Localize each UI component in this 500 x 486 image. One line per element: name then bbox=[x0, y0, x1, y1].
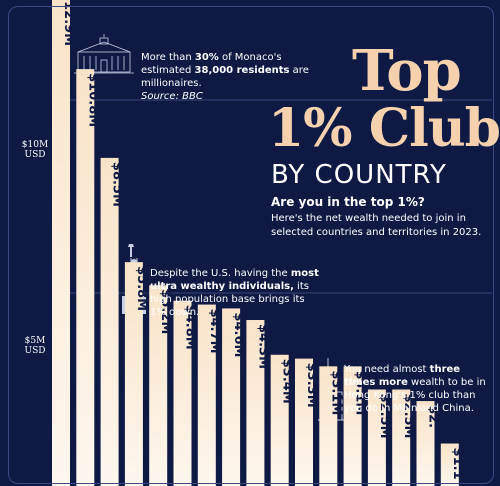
bar-value-label: $2. bbox=[426, 405, 441, 428]
y-axis-label-5m: $5M USD bbox=[20, 336, 50, 356]
note-bold: three times more bbox=[344, 364, 461, 388]
note-text: You need almost bbox=[344, 364, 430, 375]
bar bbox=[343, 366, 362, 486]
bar bbox=[440, 443, 459, 486]
subtitle: Here's the net wealth needed to join in … bbox=[271, 213, 482, 238]
title-one-percent-club: 1% Club bbox=[268, 98, 500, 159]
y-axis-label-unit: USD bbox=[24, 346, 46, 356]
note-text: are millionaires. bbox=[141, 65, 309, 89]
bar bbox=[149, 285, 168, 486]
bar bbox=[100, 157, 119, 486]
bar bbox=[222, 308, 241, 486]
bar-value-label: $5.8M bbox=[134, 266, 149, 311]
y-axis-label-unit: USD bbox=[24, 150, 46, 160]
note-bold: 30% bbox=[194, 52, 219, 63]
bar bbox=[270, 354, 289, 486]
note-text: its high population base brings its 1% d… bbox=[150, 281, 309, 318]
bar bbox=[197, 304, 216, 486]
us-annotation: Despite the U.S. having the most ultra w… bbox=[150, 267, 320, 319]
title-by-country: BY COUNTRY bbox=[271, 160, 447, 190]
note-bold: most ultra wealthy individuals, bbox=[150, 268, 319, 292]
bar-value-label: $3.3M bbox=[304, 363, 319, 408]
bar bbox=[319, 366, 338, 486]
bar-value-label: $2.5M bbox=[377, 394, 392, 439]
bar-value-label: $3.1M bbox=[353, 370, 368, 415]
bar-value-label: $2.5M bbox=[401, 394, 416, 439]
note-text: More than bbox=[141, 52, 195, 63]
y-axis-label-value: $10M bbox=[21, 140, 49, 150]
bar-value-label: $8.5M bbox=[110, 162, 125, 207]
y-axis-label-10m: $10M USD bbox=[20, 140, 50, 160]
bar bbox=[416, 401, 435, 486]
note-source: Source: BBC bbox=[141, 91, 203, 102]
bar bbox=[124, 262, 143, 486]
bar-value-label: $4.8M bbox=[183, 305, 198, 350]
note-text: Despite the U.S. having the bbox=[150, 268, 291, 279]
title-top: Top bbox=[352, 38, 462, 104]
bar-value-label: $4.3M bbox=[255, 324, 270, 369]
y-axis-label-value: $5M bbox=[24, 336, 46, 346]
palace-icon bbox=[74, 34, 134, 74]
bar-value-label: $5.2M bbox=[158, 289, 173, 334]
bar bbox=[392, 389, 411, 486]
bar-value-label: $4.7M bbox=[207, 309, 222, 354]
bar bbox=[367, 389, 386, 486]
note-bold: 38,000 residents bbox=[194, 65, 290, 76]
bar-value-label: $4.6M bbox=[231, 312, 246, 357]
bar bbox=[295, 358, 313, 486]
bar-value-label: $1.1 bbox=[450, 448, 465, 480]
note-text: of Monaco's estimated bbox=[141, 52, 282, 76]
bar-value-label: $10.8M bbox=[85, 73, 100, 127]
bar bbox=[76, 69, 95, 486]
bar-value-label: $3.4M bbox=[280, 359, 295, 404]
bar bbox=[173, 300, 192, 486]
hong-kong-annotation: You need almost three times more wealth … bbox=[344, 363, 494, 415]
note-text: wealth to be in Hong Kong's 1% club than… bbox=[344, 377, 486, 414]
bar-value-label: $12.9M bbox=[61, 0, 76, 46]
bar-value-label: $3.1M bbox=[328, 370, 343, 415]
question-heading: Are you in the top 1%? bbox=[271, 195, 425, 209]
monaco-annotation: More than 30% of Monaco's estimated 38,0… bbox=[141, 51, 321, 103]
bar bbox=[52, 0, 70, 486]
bar bbox=[246, 320, 265, 486]
